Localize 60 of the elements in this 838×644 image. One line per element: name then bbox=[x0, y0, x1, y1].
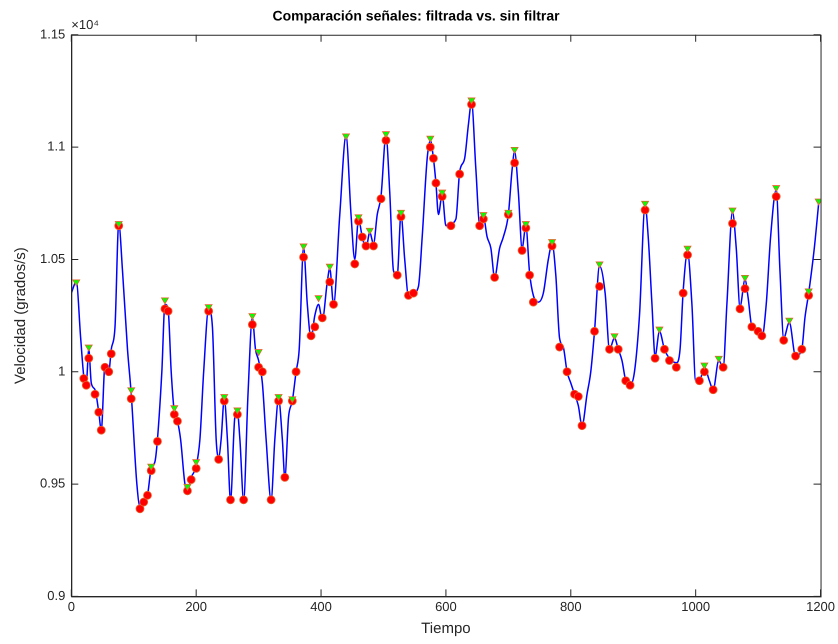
x-tick-label: 400 bbox=[310, 598, 332, 614]
point bbox=[785, 318, 794, 324]
point bbox=[366, 228, 374, 235]
point bbox=[684, 246, 692, 253]
point bbox=[596, 262, 604, 268]
point bbox=[300, 244, 308, 250]
y-tick-label: 1 bbox=[58, 363, 66, 378]
text: ×10⁴ bbox=[71, 16, 99, 32]
point bbox=[438, 190, 446, 196]
point bbox=[114, 221, 123, 228]
point bbox=[610, 333, 618, 340]
point bbox=[326, 264, 334, 271]
x-tick-label: 1200 bbox=[806, 598, 835, 614]
point bbox=[814, 198, 821, 206]
point bbox=[127, 387, 136, 394]
point bbox=[254, 349, 262, 356]
y-tick-label: 1.1 bbox=[47, 138, 66, 154]
point bbox=[184, 484, 192, 491]
x-tick-label: 1000 bbox=[681, 598, 710, 614]
point bbox=[700, 362, 708, 370]
point bbox=[72, 280, 80, 286]
point bbox=[548, 239, 556, 246]
y-tick-label: 1.15 bbox=[40, 26, 66, 42]
point bbox=[161, 297, 169, 304]
point bbox=[354, 214, 362, 222]
point bbox=[248, 313, 256, 320]
point bbox=[656, 326, 664, 334]
chart-title: Comparación señales: filtrada vs. sin filtrar bbox=[272, 7, 560, 24]
y-tick-label: 0.9 bbox=[47, 588, 66, 603]
point bbox=[397, 210, 405, 217]
point bbox=[382, 131, 390, 138]
x-tick-label: 0 bbox=[68, 598, 75, 614]
y-tick-label: 1.05 bbox=[40, 251, 66, 266]
point bbox=[741, 275, 749, 282]
point bbox=[204, 304, 213, 312]
point bbox=[804, 288, 813, 296]
point bbox=[522, 221, 530, 228]
point bbox=[641, 200, 649, 208]
x-tick-label: 200 bbox=[185, 598, 208, 614]
point bbox=[342, 133, 350, 140]
point bbox=[468, 98, 476, 104]
point bbox=[234, 408, 242, 414]
point bbox=[426, 136, 434, 143]
point bbox=[84, 344, 93, 352]
y-tick-label: 0.95 bbox=[40, 476, 66, 491]
point bbox=[147, 464, 156, 471]
point bbox=[480, 212, 488, 219]
point bbox=[314, 295, 322, 302]
point bbox=[714, 356, 723, 363]
point bbox=[728, 208, 736, 214]
x-tick-label: 800 bbox=[560, 598, 582, 614]
point bbox=[772, 185, 780, 192]
point bbox=[170, 405, 178, 412]
y-axis-title: Velocidad (grados/s) bbox=[12, 247, 30, 384]
point bbox=[274, 394, 282, 401]
point bbox=[220, 394, 228, 401]
x-tick-label: 600 bbox=[435, 598, 457, 614]
x-axis-title: Tiempo bbox=[421, 620, 471, 638]
point bbox=[192, 459, 200, 466]
point bbox=[510, 146, 518, 154]
